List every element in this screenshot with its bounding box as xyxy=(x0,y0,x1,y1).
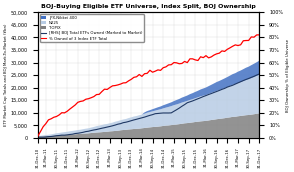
Y-axis label: BOJ Ownership % of Eligible Universe: BOJ Ownership % of Eligible Universe xyxy=(286,39,290,112)
Title: BOJ-Buying Eligible ETF Universe, Index Split, BOJ Ownership: BOJ-Buying Eligible ETF Universe, Index … xyxy=(41,4,256,9)
Legend: JPX-Nikkei 400, N225, TOPIX, [RHS] BOJ Total ETFs Owned (Marked to Market), % Ow: JPX-Nikkei 400, N225, TOPIX, [RHS] BOJ T… xyxy=(40,14,144,42)
Y-axis label: ETF Market Cap Totals and BOJ Mark-To-Market (¥bn): ETF Market Cap Totals and BOJ Mark-To-Ma… xyxy=(4,24,8,126)
